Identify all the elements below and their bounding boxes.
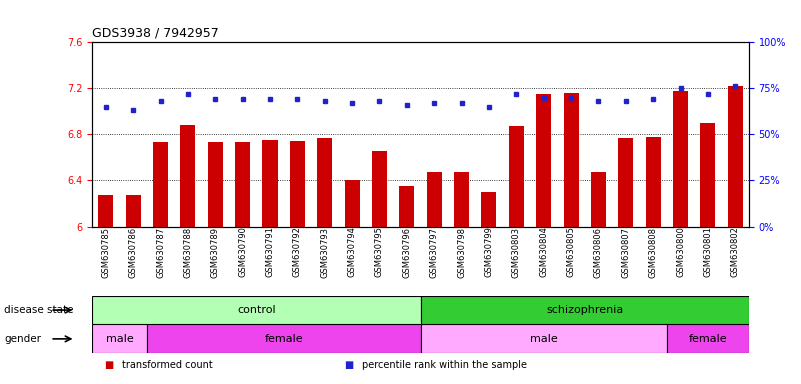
Text: gender: gender: [4, 334, 41, 344]
Text: transformed count: transformed count: [122, 360, 212, 371]
Text: GSM630787: GSM630787: [156, 227, 165, 278]
Bar: [180, 125, 195, 227]
Bar: [92, 296, 421, 324]
Bar: [646, 137, 661, 227]
Text: GSM630805: GSM630805: [566, 227, 576, 277]
Text: GSM630791: GSM630791: [265, 227, 275, 277]
Text: GSM630795: GSM630795: [375, 227, 384, 277]
Bar: [536, 94, 551, 227]
Bar: [481, 192, 497, 227]
Bar: [427, 172, 441, 227]
Bar: [344, 180, 360, 227]
Text: ■: ■: [344, 360, 354, 371]
Text: GSM630800: GSM630800: [676, 227, 685, 277]
Text: GSM630786: GSM630786: [129, 227, 138, 278]
Text: GSM630789: GSM630789: [211, 227, 219, 278]
Text: GSM630804: GSM630804: [539, 227, 548, 277]
Text: GSM630792: GSM630792: [293, 227, 302, 277]
Text: male: male: [529, 334, 557, 344]
Bar: [235, 142, 250, 227]
Text: GSM630806: GSM630806: [594, 227, 603, 278]
Text: GSM630788: GSM630788: [183, 227, 192, 278]
Bar: [290, 141, 305, 227]
Bar: [207, 142, 223, 227]
Bar: [591, 172, 606, 227]
Text: GSM630796: GSM630796: [402, 227, 412, 278]
Text: female: female: [689, 334, 727, 344]
Text: schizophrenia: schizophrenia: [546, 305, 623, 315]
Text: GSM630797: GSM630797: [429, 227, 439, 278]
Bar: [372, 151, 387, 227]
Bar: [421, 296, 749, 324]
Bar: [400, 186, 414, 227]
Text: GSM630785: GSM630785: [101, 227, 111, 278]
Text: GSM630808: GSM630808: [649, 227, 658, 278]
Text: percentile rank within the sample: percentile rank within the sample: [362, 360, 527, 371]
Text: disease state: disease state: [4, 305, 74, 315]
Bar: [673, 91, 688, 227]
Bar: [126, 195, 141, 227]
Text: control: control: [237, 305, 276, 315]
Text: GSM630803: GSM630803: [512, 227, 521, 278]
Bar: [728, 86, 743, 227]
Text: GSM630807: GSM630807: [622, 227, 630, 278]
Text: GSM630790: GSM630790: [238, 227, 248, 277]
Bar: [700, 123, 715, 227]
Bar: [99, 195, 113, 227]
Bar: [263, 140, 277, 227]
Bar: [421, 324, 666, 353]
Text: male: male: [106, 334, 133, 344]
Text: GSM630802: GSM630802: [731, 227, 740, 277]
Bar: [618, 138, 634, 227]
Bar: [147, 324, 421, 353]
Text: GSM630798: GSM630798: [457, 227, 466, 278]
Bar: [317, 138, 332, 227]
Bar: [92, 324, 147, 353]
Text: GSM630793: GSM630793: [320, 227, 329, 278]
Bar: [153, 142, 168, 227]
Text: female: female: [264, 334, 303, 344]
Bar: [666, 324, 749, 353]
Text: GSM630799: GSM630799: [485, 227, 493, 277]
Bar: [509, 126, 524, 227]
Text: ■: ■: [104, 360, 114, 371]
Text: GSM630794: GSM630794: [348, 227, 356, 277]
Text: GSM630801: GSM630801: [703, 227, 712, 277]
Text: GDS3938 / 7942957: GDS3938 / 7942957: [92, 26, 219, 40]
Bar: [564, 93, 578, 227]
Bar: [454, 172, 469, 227]
